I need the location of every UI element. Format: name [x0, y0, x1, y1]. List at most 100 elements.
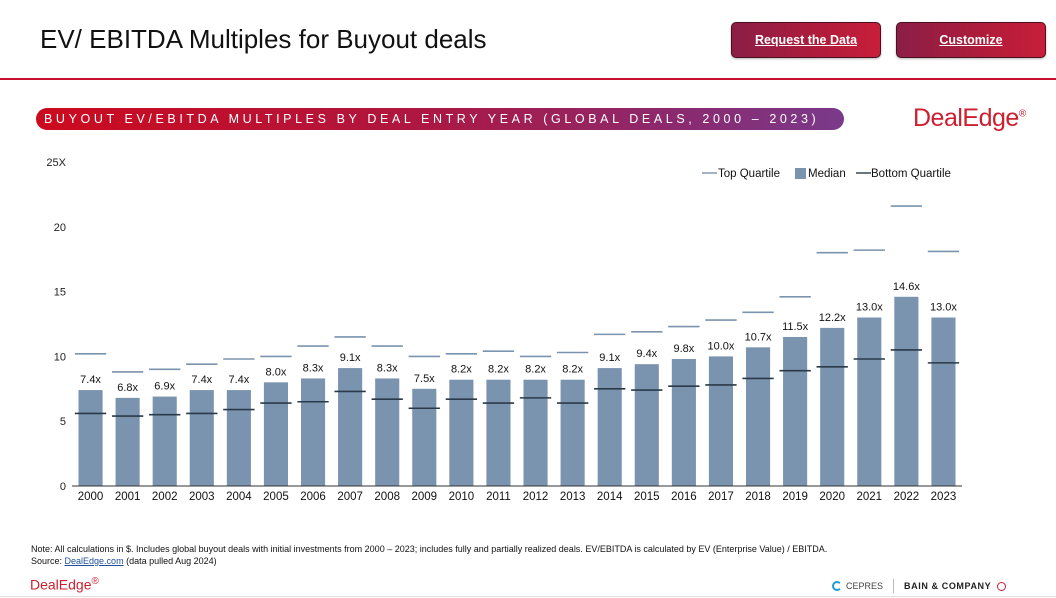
- median-bar: [375, 378, 400, 486]
- x-tick-label: 2001: [115, 491, 141, 503]
- median-bar: [671, 358, 696, 486]
- median-bar: [300, 378, 326, 486]
- y-tick-label: 15: [54, 287, 66, 299]
- median-data-label: 8.0x: [266, 366, 287, 378]
- median-data-label: 6.9x: [154, 381, 175, 393]
- x-tick-label: 2017: [708, 491, 734, 503]
- logo-text: DealEdge: [913, 104, 1019, 132]
- median-data-label: 8.3x: [303, 362, 324, 374]
- customize-button[interactable]: Customize: [896, 22, 1046, 58]
- median-data-label: 7.4x: [191, 374, 212, 386]
- source-link[interactable]: DealEdge.com: [64, 556, 124, 566]
- footer-logo-mark: ®: [91, 576, 99, 587]
- x-tick-label: 2009: [411, 491, 437, 503]
- footnote: Note: All calculations in $. Includes gl…: [31, 543, 827, 567]
- median-data-label: 14.6x: [893, 281, 920, 293]
- median-data-label: 8.2x: [488, 364, 509, 376]
- median-data-label: 8.2x: [525, 364, 546, 376]
- x-tick-label: 2006: [300, 491, 326, 503]
- plot-area: 7.4x 6.8x 6.9x 7.4x 7.4x 8.0x 8.3x 9.1x 8.3x 7.5x…: [74, 205, 960, 486]
- median-bar: [263, 382, 289, 486]
- x-tick-label: 2002: [152, 491, 178, 503]
- median-data-label: 8.3x: [377, 362, 398, 374]
- median-data-label: 13.0x: [856, 302, 883, 314]
- x-tick-label: 2014: [597, 491, 623, 503]
- median-bar: [894, 296, 919, 486]
- median-data-label: 6.8x: [117, 382, 138, 394]
- source-line: Source: DealEdge.com (data pulled Aug 20…: [31, 555, 827, 567]
- y-tick-label: 20: [54, 222, 66, 234]
- median-bar: [597, 368, 622, 486]
- median-bar: [338, 368, 363, 486]
- partner-divider: [893, 579, 895, 593]
- median-data-label: 12.2x: [819, 312, 846, 324]
- header-divider: [0, 78, 1056, 80]
- x-tick-label: 2018: [745, 491, 771, 503]
- median-data-label: 7.4x: [228, 374, 249, 386]
- note-text: Note: All calculations in $. Includes gl…: [31, 544, 828, 554]
- footer-dealedge-logo: DealEdge®: [30, 576, 99, 593]
- cepres-icon: [832, 581, 842, 591]
- median-data-label: 11.5x: [782, 321, 809, 333]
- request-data-button[interactable]: Request the Data: [731, 22, 881, 58]
- median-bar: [189, 390, 214, 486]
- median-bar: [783, 336, 808, 486]
- median-data-label: 8.2x: [562, 364, 583, 376]
- footer-logo-text: DealEdge: [30, 576, 92, 593]
- bain-label: BAIN & COMPANY: [904, 581, 992, 591]
- median-bar: [78, 390, 103, 486]
- x-tick-label: 2004: [226, 491, 252, 503]
- dealedge-logo: DealEdge®: [913, 104, 1026, 133]
- x-tick-label: 2008: [374, 491, 400, 503]
- x-tick-label: 2005: [263, 491, 289, 503]
- median-bar: [523, 379, 548, 486]
- source-suffix: (data pulled Aug 2024): [123, 556, 217, 566]
- bottom-divider: [0, 596, 1056, 597]
- median-data-label: 9.8x: [673, 343, 694, 355]
- legend-median-label: Median: [808, 168, 846, 180]
- median-data-label: 9.1x: [599, 352, 620, 364]
- y-tick-label: 5: [60, 416, 66, 428]
- x-tick-label: 2019: [782, 491, 808, 503]
- x-tick-label: 2007: [337, 491, 363, 503]
- x-tick-label: 2016: [671, 491, 697, 503]
- x-tick-label: 2010: [449, 491, 475, 503]
- logo-mark: ®: [1018, 108, 1026, 120]
- x-tick-label: 2015: [634, 491, 660, 503]
- median-bar: [486, 379, 511, 486]
- median-bar: [449, 379, 474, 486]
- median-bar: [857, 317, 882, 486]
- median-bar: [152, 396, 177, 486]
- median-data-label: 10.0x: [707, 340, 734, 352]
- partner-logos: CEPRES BAIN & COMPANY: [832, 579, 1007, 593]
- median-data-label: 9.4x: [636, 348, 657, 360]
- chart-banner: BUYOUT EV/EBITDA MULTIPLES BY DEAL ENTRY…: [36, 108, 844, 130]
- median-data-label: 8.2x: [451, 364, 472, 376]
- x-axis: 2000 2001 2002 2003 2004 2005 2006 2007 2008 2009…: [72, 485, 962, 503]
- y-tick-label: 10: [54, 351, 66, 363]
- y-tick-label: 25X: [46, 157, 66, 169]
- median-data-label: 10.7x: [745, 331, 772, 343]
- median-bar: [820, 327, 845, 486]
- x-tick-label: 2023: [931, 491, 957, 503]
- median-bar: [708, 356, 734, 486]
- source-prefix: Source:: [31, 556, 65, 566]
- median-data-label: 7.5x: [414, 373, 435, 385]
- x-tick-label: 2012: [523, 491, 549, 503]
- median-bar: [634, 364, 659, 486]
- x-tick-label: 2000: [78, 491, 104, 503]
- legend-median-swatch: [795, 168, 806, 179]
- page-title: EV/ EBITDA Multiples for Buyout deals: [40, 24, 487, 54]
- median-bar: [745, 347, 771, 486]
- median-bar: [115, 397, 140, 486]
- cepres-label: CEPRES: [846, 581, 884, 591]
- median-bar: [560, 379, 585, 486]
- ev-ebitda-chart: Top Quartile Median Bottom Quartile 0 5 10 15…: [46, 157, 962, 503]
- bain-icon: [997, 581, 1007, 591]
- median-data-label: 13.0x: [930, 302, 957, 314]
- y-tick-label: 0: [60, 481, 66, 493]
- x-tick-label: 2013: [560, 491, 586, 503]
- legend-top-quartile-label: Top Quartile: [718, 168, 780, 180]
- median-data-label: 9.1x: [340, 352, 361, 364]
- median-bar: [226, 390, 251, 486]
